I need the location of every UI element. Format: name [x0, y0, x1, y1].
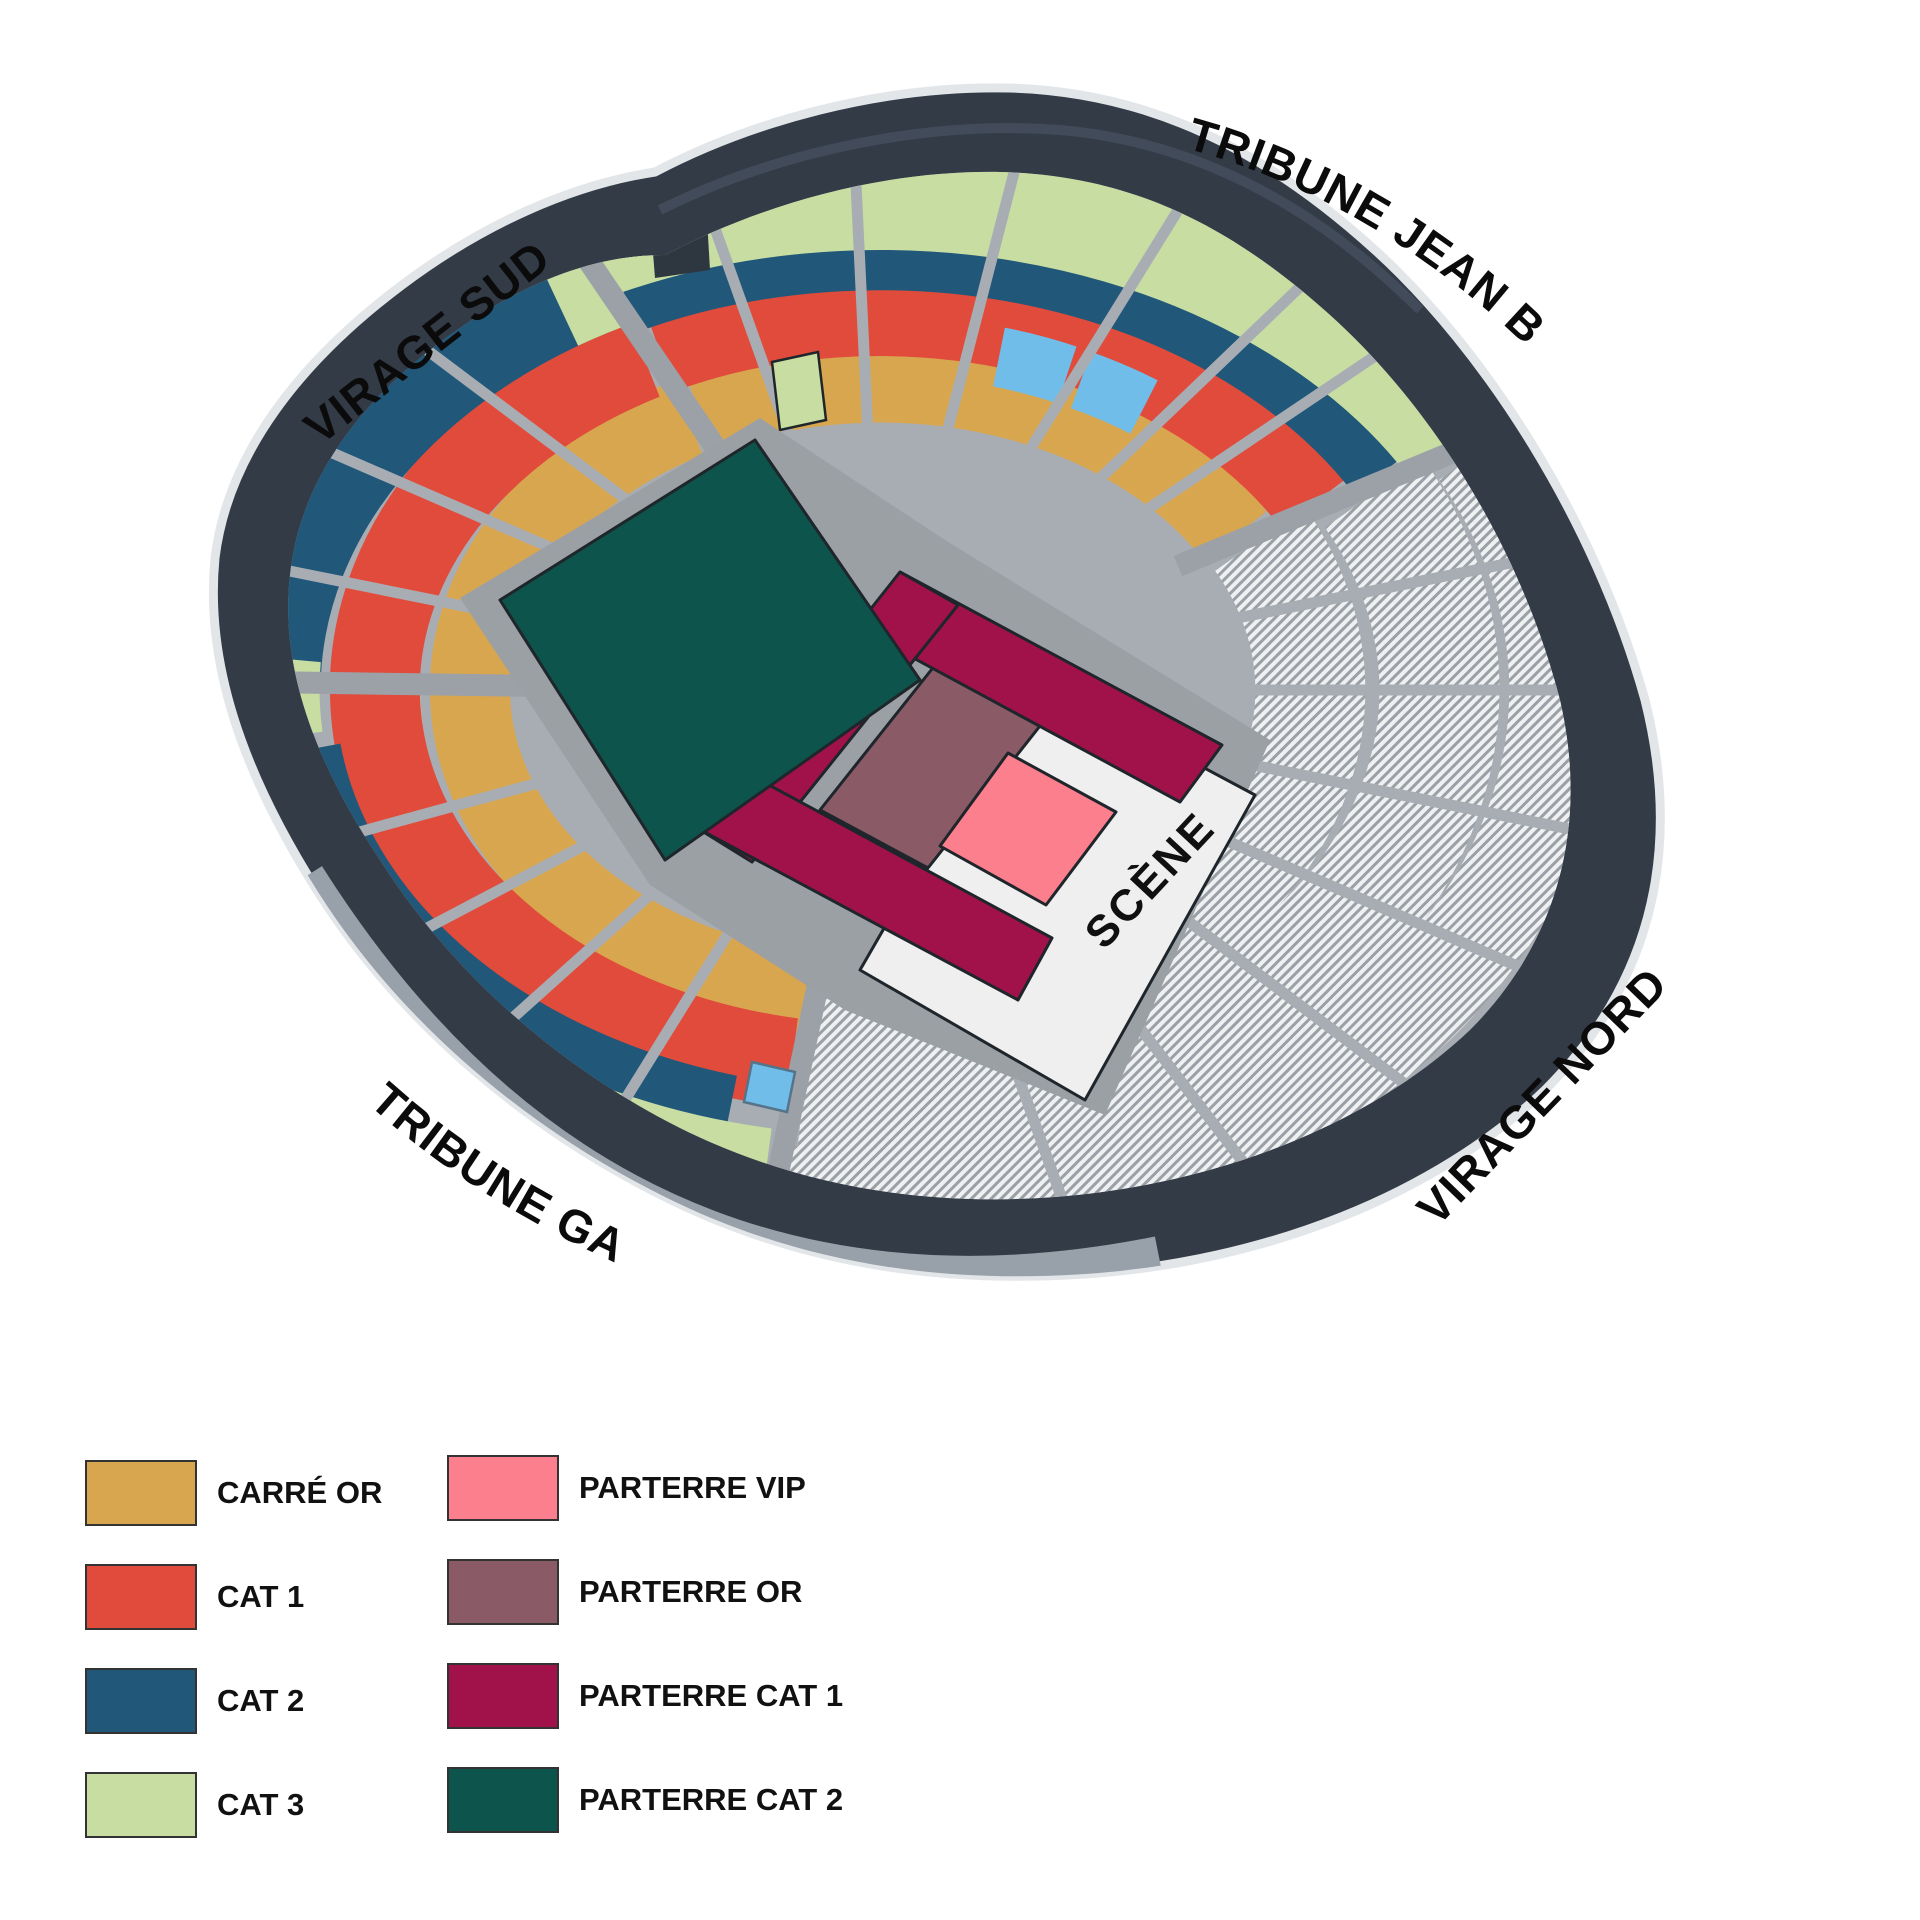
legend-item-cat3: CAT 3 — [85, 1772, 382, 1838]
legend-item-parterre-cat1: PARTERRE CAT 1 — [447, 1663, 843, 1729]
legend-swatch-cat3 — [85, 1772, 197, 1838]
zone-parterre-vip — [938, 751, 1118, 907]
legend-item-cat1: CAT 1 — [85, 1564, 382, 1630]
legend-label: CAT 1 — [217, 1579, 305, 1614]
accessible-zone — [992, 327, 1077, 404]
legend-label: CAT 3 — [217, 1787, 305, 1822]
legend-label: CARRÉ OR — [217, 1475, 383, 1510]
legend-label: PARTERRE CAT 1 — [579, 1678, 844, 1713]
legend-swatch-cat2 — [85, 1668, 197, 1734]
legend-swatch-parterre-or — [447, 1559, 559, 1625]
legend-label: PARTERRE VIP — [579, 1470, 806, 1505]
legend-item-parterre-vip: PARTERRE VIP — [447, 1455, 843, 1521]
legend-swatch-parterre-cat1 — [447, 1663, 559, 1729]
legend-column-right: PARTERRE VIP PARTERRE OR PARTERRE CAT 1 … — [447, 1455, 843, 1871]
legend-swatch-parterre-cat2 — [447, 1767, 559, 1833]
roof-truss-line — [657, 123, 1424, 314]
legend-item-parterre-cat2: PARTERRE CAT 2 — [447, 1767, 843, 1833]
small-cat3-block — [770, 350, 828, 432]
legend-column-left: CARRÉ OR CAT 1 CAT 2 CAT 3 — [85, 1460, 382, 1876]
legend-item-carre-or: CARRÉ OR — [85, 1460, 382, 1526]
small-accessible-block — [742, 1060, 797, 1114]
zone-parterre-cat2 — [498, 438, 922, 862]
legend-item-parterre-or: PARTERRE OR — [447, 1559, 843, 1625]
accessible-zone — [1070, 351, 1158, 434]
stadium-map-wrap: SCÈNE VIRAGE SUD TRIBUNE JEAN BOUIN VIRA… — [0, 0, 1677, 1281]
legend-label: PARTERRE OR — [579, 1574, 803, 1609]
legend-swatch-parterre-vip — [447, 1455, 559, 1521]
legend-swatch-cat1 — [85, 1564, 197, 1630]
stadium-map: SCÈNE VIRAGE SUD TRIBUNE JEAN BOUIN VIRA… — [0, 0, 1677, 1281]
legend-label: PARTERRE CAT 2 — [579, 1782, 844, 1817]
legend-swatch-carre-or — [85, 1460, 197, 1526]
field-cluster: SCÈNE — [460, 418, 1270, 1115]
legend-label: CAT 2 — [217, 1683, 305, 1718]
legend-item-cat2: CAT 2 — [85, 1668, 382, 1734]
